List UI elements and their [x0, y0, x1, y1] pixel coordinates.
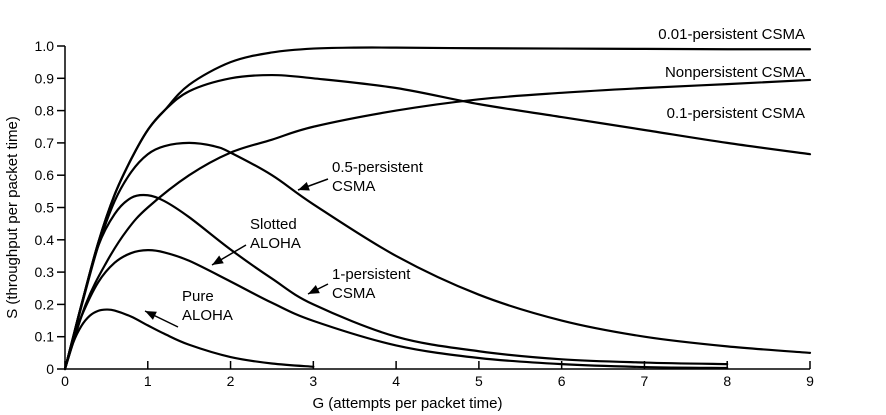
y-axis-title: S (throughput per packet time) [4, 116, 21, 319]
label-slotted-aloha: Slotted [250, 216, 297, 233]
x-tick-label: 9 [806, 373, 814, 389]
label-pure-aloha: Pure [182, 288, 214, 305]
label-1-persistent-csma: CSMA [332, 285, 375, 302]
x-tick-label: 8 [723, 373, 731, 389]
arrowhead-pure-aloha [145, 311, 157, 320]
x-tick-label: 0 [61, 373, 69, 389]
label-0-01-persistent-csma: 0.01-persistent CSMA [658, 26, 805, 43]
x-tick-label: 6 [558, 373, 566, 389]
curve-slotted-aloha [63, 249, 729, 371]
y-tick-label: 0.9 [35, 70, 55, 86]
arrowhead-0-5-persistent-csma [298, 181, 310, 191]
curve-labels: Pure ALOHA Slotted ALOHA 1-persistent CSMA 0.5… [182, 26, 805, 324]
y-tick-label: 1.0 [35, 38, 55, 54]
curve-0-01-persistent-csma [63, 46, 812, 371]
x-tick-label: 7 [641, 373, 649, 389]
label-0-5-persistent-csma: 0.5-persistent [332, 159, 424, 176]
x-ticks: 0 1 2 3 4 5 6 7 8 9 [61, 361, 814, 389]
label-slotted-aloha: ALOHA [250, 235, 301, 252]
y-ticks: 0 0.1 0.2 0.3 0.4 0.5 0.6 0.7 0.8 0.9 1.0 [35, 38, 65, 377]
y-tick-label: 0.1 [35, 329, 55, 345]
y-tick-label: 0.8 [35, 103, 55, 119]
label-0-1-persistent-csma: 0.1-persistent CSMA [667, 105, 805, 122]
arrowhead-slotted-aloha [212, 255, 224, 265]
x-tick-label: 5 [475, 373, 483, 389]
x-tick-label: 1 [144, 373, 152, 389]
label-arrows [144, 178, 329, 328]
x-tick-label: 4 [392, 373, 400, 389]
curve-pure-aloha [63, 308, 315, 371]
curve-nonpersistent-csma [63, 78, 812, 371]
arrowhead-1-persistent-csma [308, 285, 320, 294]
y-tick-label: 0.3 [35, 264, 55, 280]
y-tick-label: 0 [46, 361, 54, 377]
x-tick-label: 2 [227, 373, 235, 389]
x-axis-title: G (attempts per packet time) [312, 395, 502, 412]
y-tick-label: 0.6 [35, 167, 55, 183]
y-tick-label: 0.7 [35, 135, 55, 151]
label-pure-aloha: ALOHA [182, 307, 233, 324]
y-tick-label: 0.2 [35, 296, 55, 312]
curves [63, 46, 812, 371]
x-tick-label: 3 [309, 373, 317, 389]
y-tick-label: 0.5 [35, 200, 55, 216]
label-0-5-persistent-csma: CSMA [332, 178, 375, 195]
label-1-persistent-csma: 1-persistent [332, 266, 411, 283]
label-nonpersistent-csma: Nonpersistent CSMA [665, 64, 805, 81]
y-tick-label: 0.4 [35, 232, 55, 248]
